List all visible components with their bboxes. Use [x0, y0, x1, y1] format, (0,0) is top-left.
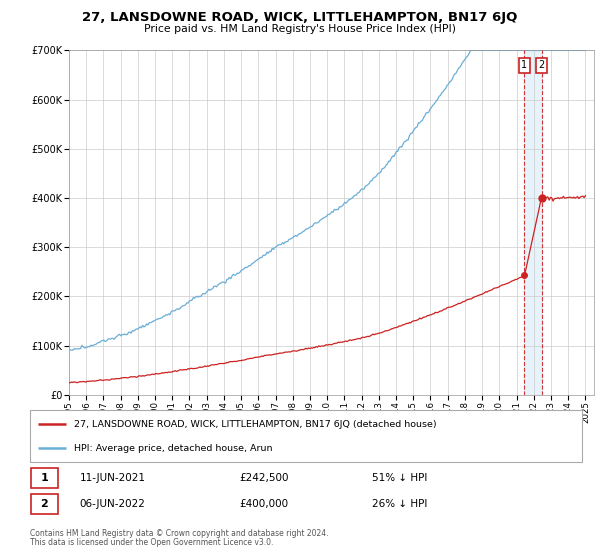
Text: 1: 1	[521, 60, 527, 70]
Text: 06-JUN-2022: 06-JUN-2022	[80, 500, 146, 509]
Text: £400,000: £400,000	[240, 500, 289, 509]
Text: 27, LANSDOWNE ROAD, WICK, LITTLEHAMPTON, BN17 6JQ: 27, LANSDOWNE ROAD, WICK, LITTLEHAMPTON,…	[82, 11, 518, 24]
Bar	[31, 494, 58, 515]
Text: 2: 2	[539, 60, 545, 70]
Text: 26% ↓ HPI: 26% ↓ HPI	[372, 500, 428, 509]
Bar	[31, 468, 58, 488]
Text: Contains HM Land Registry data © Crown copyright and database right 2024.: Contains HM Land Registry data © Crown c…	[30, 530, 329, 539]
Text: Price paid vs. HM Land Registry's House Price Index (HPI): Price paid vs. HM Land Registry's House …	[144, 24, 456, 34]
Text: 2: 2	[40, 500, 48, 509]
Text: 1: 1	[40, 473, 48, 483]
Text: 11-JUN-2021: 11-JUN-2021	[80, 473, 146, 483]
Bar	[524, 50, 542, 395]
Text: 27, LANSDOWNE ROAD, WICK, LITTLEHAMPTON, BN17 6JQ (detached house): 27, LANSDOWNE ROAD, WICK, LITTLEHAMPTON,…	[74, 420, 437, 429]
Text: This data is licensed under the Open Government Licence v3.0.: This data is licensed under the Open Gov…	[30, 539, 274, 548]
Text: 51% ↓ HPI: 51% ↓ HPI	[372, 473, 428, 483]
Text: £242,500: £242,500	[240, 473, 289, 483]
Text: HPI: Average price, detached house, Arun: HPI: Average price, detached house, Arun	[74, 444, 272, 452]
